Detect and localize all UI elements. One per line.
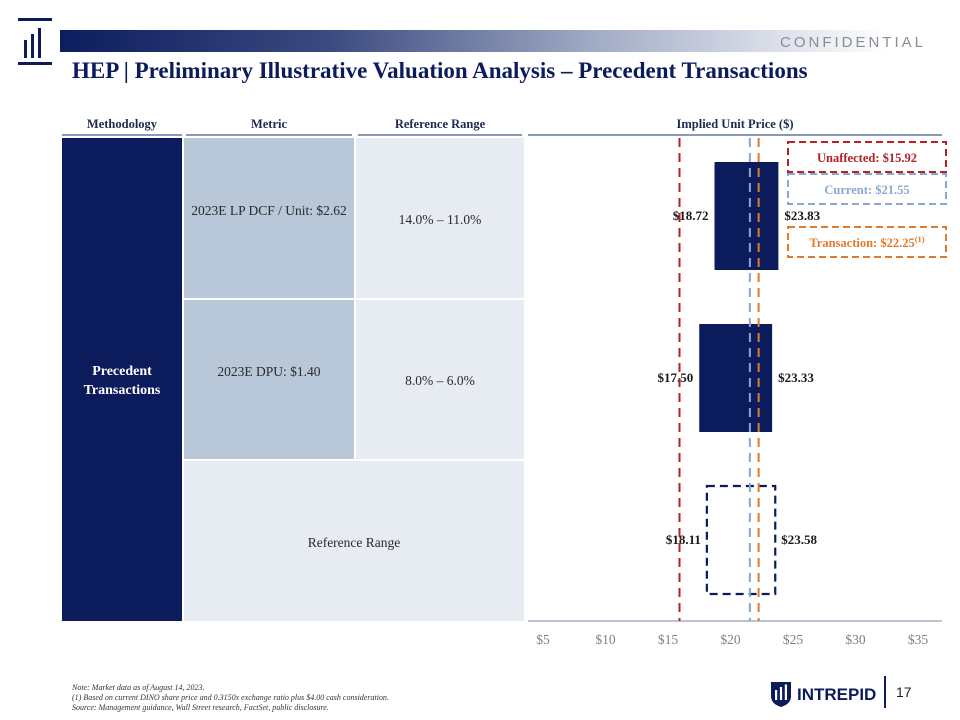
firm-logo-icon <box>18 18 52 65</box>
x-tick-label: $25 <box>783 632 804 647</box>
reference-range-text: 8.0% – 6.0% <box>405 373 475 388</box>
bar-high-label: $23.33 <box>778 370 814 385</box>
x-tick-label: $15 <box>658 632 679 647</box>
reference-callout-box <box>787 173 947 205</box>
intrepid-logo: INTREPID <box>771 682 876 707</box>
valuation-bar <box>714 162 779 270</box>
footer-note: Note: Market data as of August 14, 2023. <box>72 683 205 692</box>
footer-footnote: (1) Based on current DINO share price an… <box>72 693 389 702</box>
column-header-metric: Metric <box>250 117 288 131</box>
metric-text: 2023E LP DCF / Unit: $2.62 <box>191 203 347 218</box>
footer-source: Source: Management guidance, Wall Street… <box>72 703 329 712</box>
header-rule <box>358 134 522 136</box>
header-rule <box>62 134 182 136</box>
page-title: HEP | Preliminary Illustrative Valuation… <box>72 58 808 83</box>
bar-low-label: $17.50 <box>658 370 694 385</box>
reference-range-cell <box>356 300 524 459</box>
metric-text: 2023E DPU: $1.40 <box>217 364 321 379</box>
reference-callout-label: Transaction: $22.25(1) <box>809 234 924 250</box>
merged-reference-text: Reference Range <box>307 535 401 550</box>
page-number: 17 <box>896 684 912 700</box>
reference-range-text: 14.0% – 11.0% <box>398 212 482 227</box>
reference-callout-label: Current: $21.55 <box>824 183 909 197</box>
x-tick-label: $10 <box>595 632 616 647</box>
x-tick-label: $35 <box>908 632 929 647</box>
reference-range-bar <box>705 484 777 596</box>
x-tick-label: $20 <box>720 632 741 647</box>
reference-range-cell <box>356 138 524 298</box>
footer-divider <box>884 676 886 708</box>
footer-notes: Note: Market data as of August 14, 2023.… <box>72 683 389 713</box>
valuation-bar <box>699 324 773 432</box>
confidential-label: CONFIDENTIAL <box>779 34 926 51</box>
column-header-implied-price: Implied Unit Price ($) <box>676 117 794 131</box>
metric-cell <box>184 138 354 298</box>
header-rule <box>186 134 352 136</box>
column-header-reference-range: Reference Range <box>394 117 486 131</box>
header-gradient-bar <box>60 30 960 52</box>
bar-high-label: $23.83 <box>784 208 820 223</box>
methodology-cell <box>62 138 182 621</box>
x-tick-label: $30 <box>845 632 866 647</box>
metric-cell <box>184 300 354 459</box>
bar-low-label: $18.72 <box>673 208 709 223</box>
reference-callout-label: Unaffected: $15.92 <box>817 151 917 165</box>
column-header-methodology: Methodology <box>86 117 158 131</box>
methodology-label: Precedent Transactions <box>83 364 161 398</box>
merged-reference-cell <box>184 461 524 621</box>
x-tick-label: $5 <box>536 632 550 647</box>
bar-high-label: $23.58 <box>781 532 817 547</box>
bar-low-label: $18.11 <box>666 532 701 547</box>
reference-callout-box <box>787 226 947 258</box>
reference-callout-box <box>787 141 947 173</box>
brand-text: INTREPID <box>797 685 876 704</box>
header-rule <box>528 134 942 136</box>
